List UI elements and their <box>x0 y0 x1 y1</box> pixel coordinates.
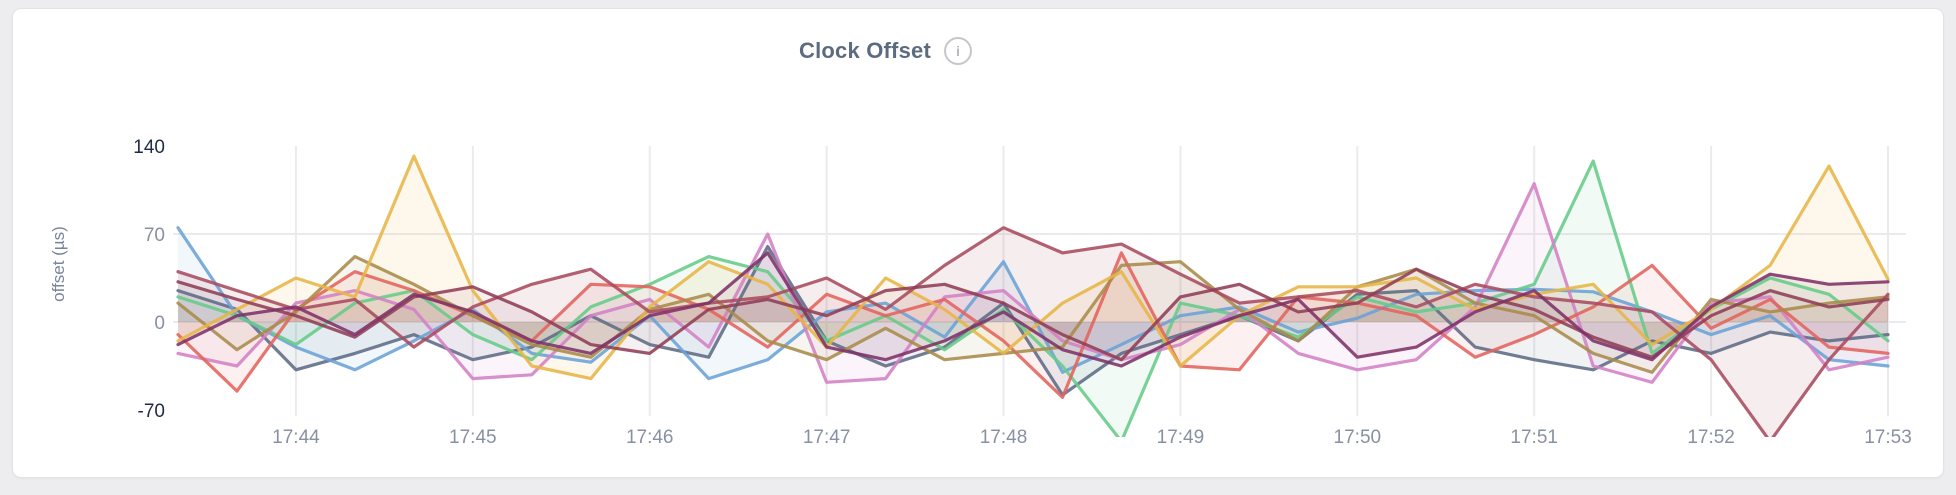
y-axis-tick-labels: 140 70 0 -70 <box>133 137 165 422</box>
y-tick-label: 70 <box>144 225 165 246</box>
x-tick-label: 17:48 <box>980 427 1028 448</box>
x-tick-label: 17:49 <box>1157 427 1205 448</box>
series-05-area <box>178 252 1888 398</box>
series-02-area <box>178 227 1888 379</box>
info-icon[interactable]: i <box>943 37 972 65</box>
x-axis-tick-labels: 17:44 17:45 17:46 17:47 17:48 17:49 17:50 17:51… <box>272 427 1912 448</box>
series-03-line <box>176 159 1890 437</box>
chart-card: Clock Offset i offset (µs) 140 70 0 -70 17:… <box>12 8 1944 478</box>
x-tick-label: 17:45 <box>449 427 497 448</box>
series-08-line <box>176 226 1890 437</box>
series-04-line <box>176 182 1890 384</box>
series-09-line <box>176 267 1890 362</box>
y-tick-label: -70 <box>138 401 165 422</box>
x-tick-label: 17:44 <box>272 427 320 448</box>
x-tick-label: 17:53 <box>1864 427 1912 448</box>
y-tick-label: 0 <box>154 313 165 334</box>
series-04-area <box>178 183 1888 383</box>
series-07-line <box>176 154 1890 381</box>
x-tick-label: 17:52 <box>1687 427 1735 448</box>
series-10-area <box>178 252 1888 366</box>
chart-header: Clock Offset i <box>13 37 1758 65</box>
x-tick-label: 17:51 <box>1510 427 1558 448</box>
series-10-line <box>176 251 1890 368</box>
chart-title: Clock Offset <box>799 38 931 63</box>
x-tick-label: 17:46 <box>626 427 674 448</box>
x-tick-label: 17:50 <box>1334 427 1382 448</box>
x-tick-label: 17:47 <box>803 427 851 448</box>
clock-offset-chart[interactable]: 140 70 0 -70 17:44 17:45 17:46 17:47 17:48 17:49… <box>13 9 1956 495</box>
y-tick-label: 140 <box>133 137 165 158</box>
series-lines <box>176 154 1890 437</box>
